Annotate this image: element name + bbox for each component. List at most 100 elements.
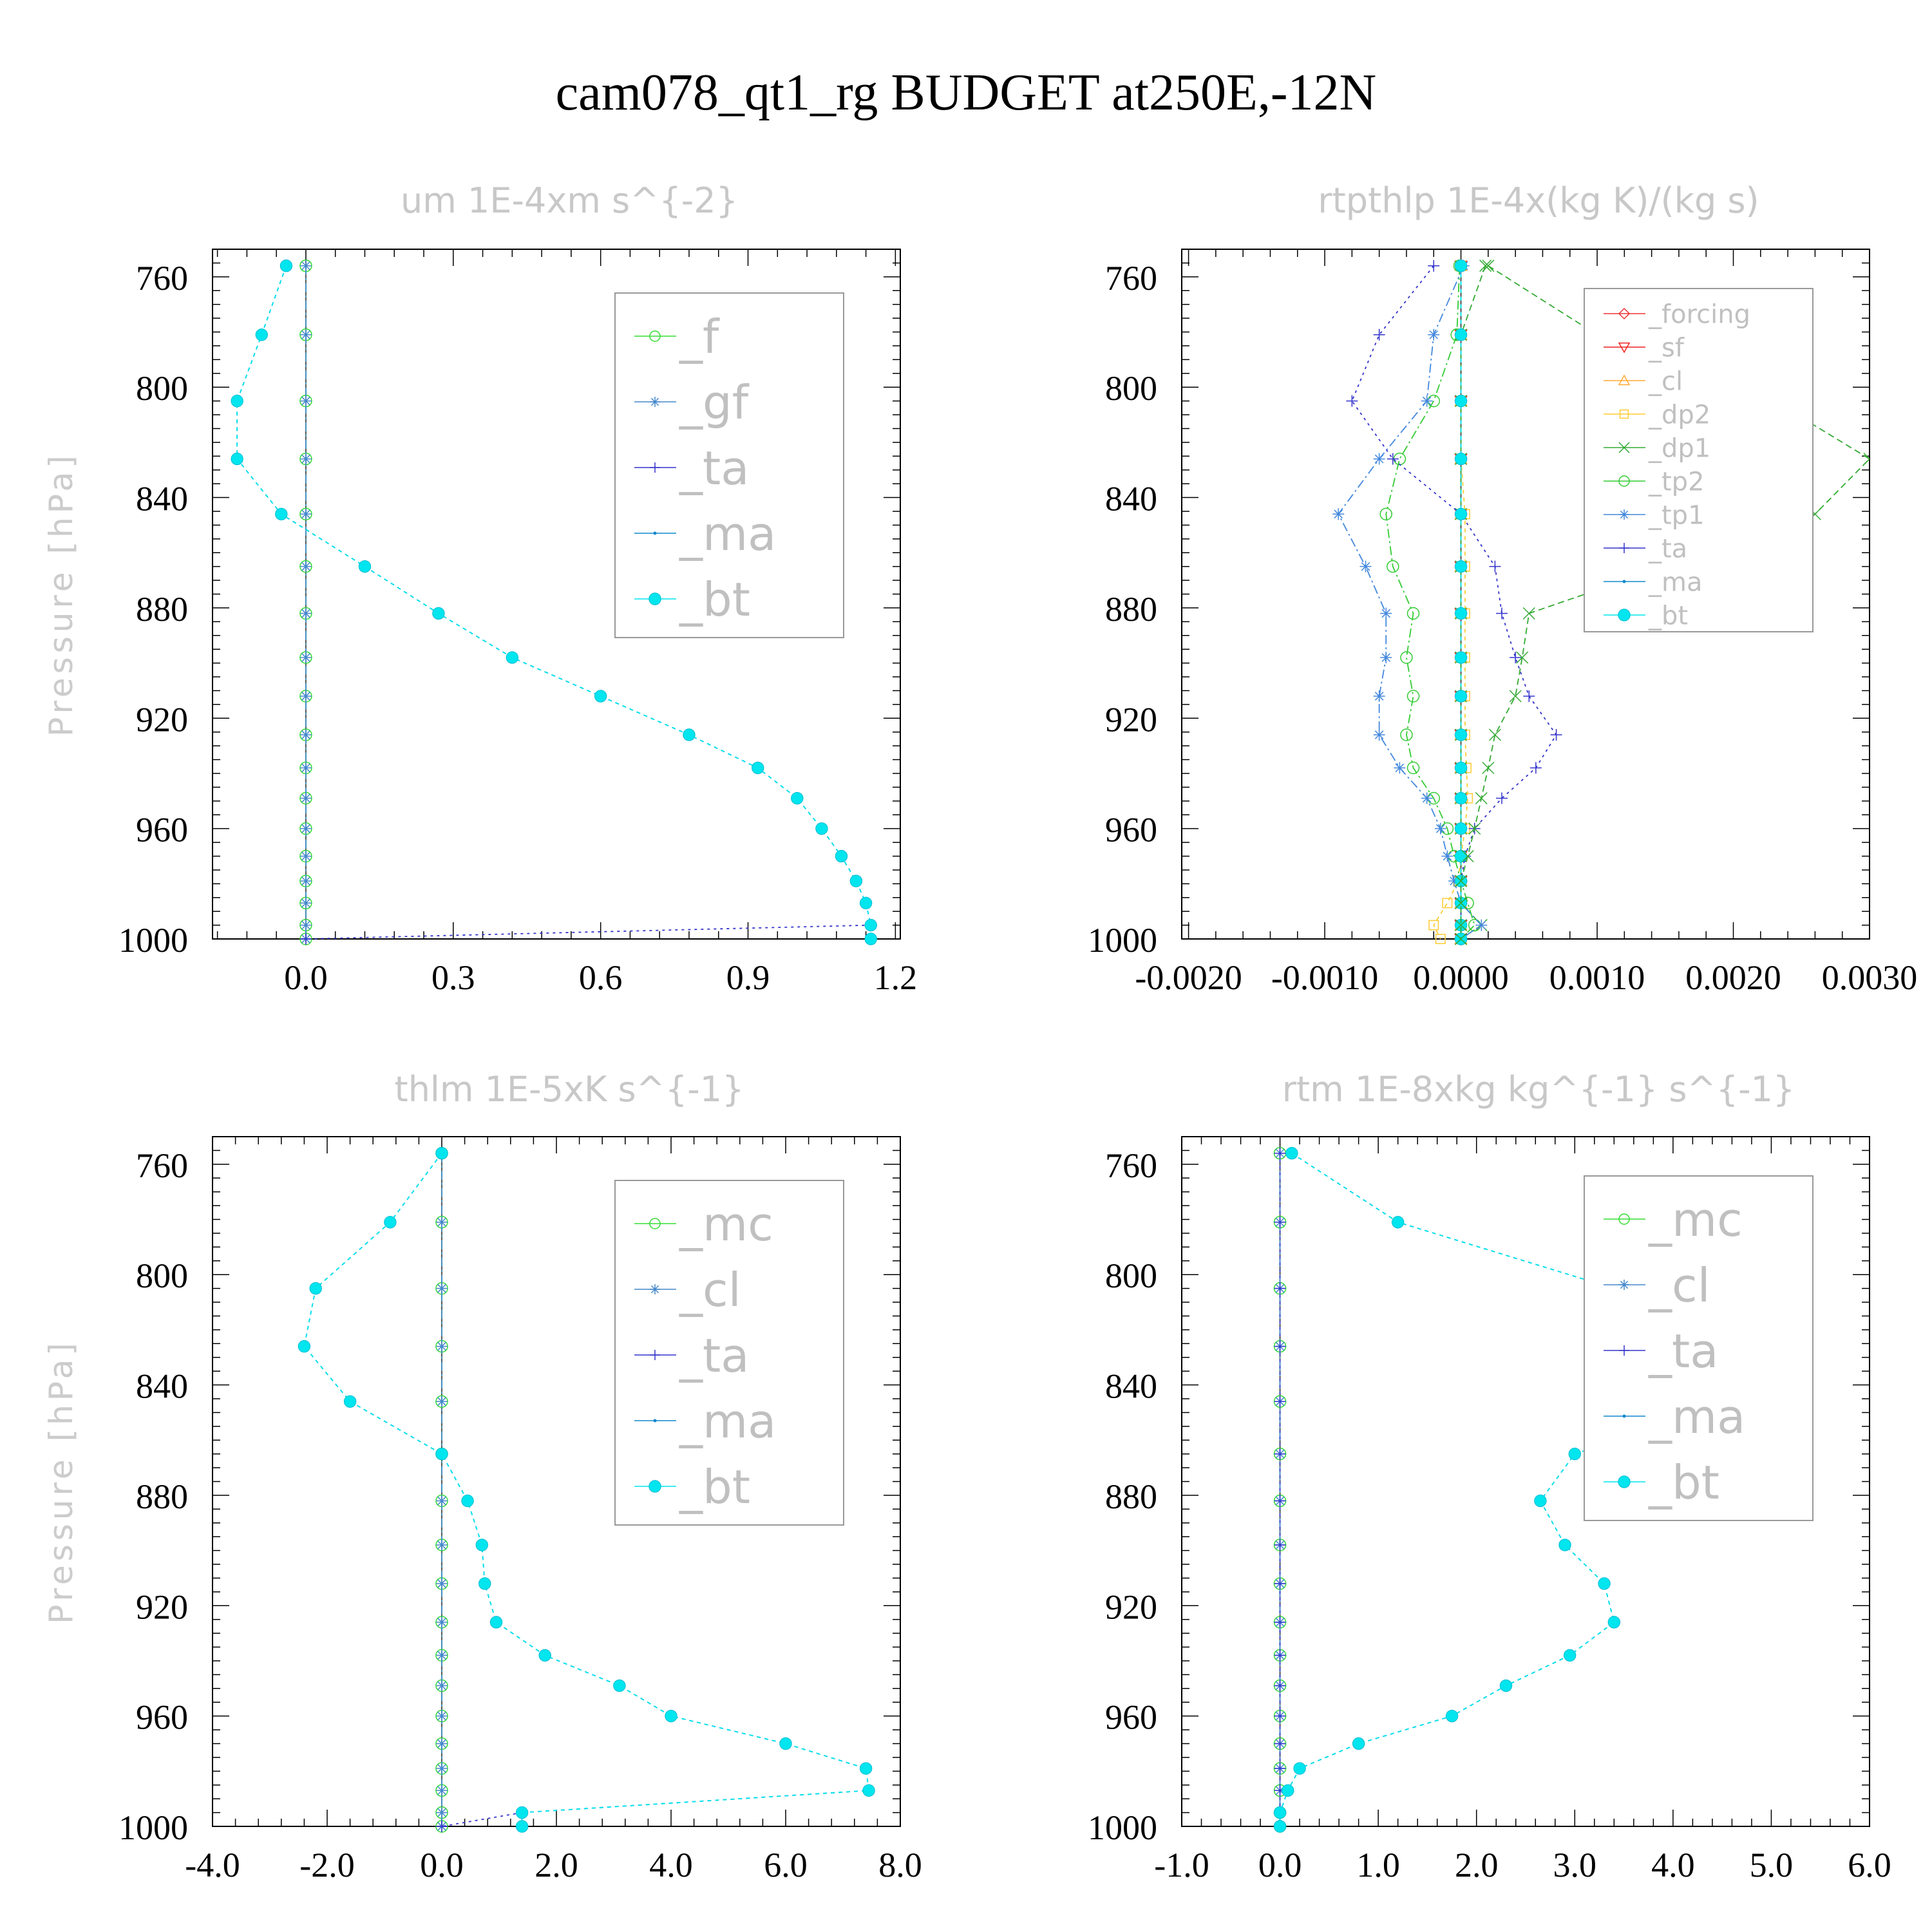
marker-filled-circle xyxy=(791,791,804,805)
marker-filled-circle xyxy=(298,1340,311,1353)
marker-x xyxy=(1455,933,1468,945)
y-tick-label: 840 xyxy=(136,1367,188,1406)
marker-x xyxy=(1618,442,1630,453)
x-tick-label: 6.0 xyxy=(1848,1846,1891,1884)
marker-plus xyxy=(1274,1649,1286,1662)
legend-item: _bt xyxy=(1604,1455,1719,1510)
marker-plus xyxy=(1274,1738,1286,1750)
x-tick-label: 0.3 xyxy=(431,958,475,997)
marker-star xyxy=(1380,652,1392,664)
marker-filled-circle xyxy=(649,1480,661,1493)
x-tick-label: 8.0 xyxy=(878,1846,922,1884)
legend-label: _tp1 xyxy=(1648,500,1705,530)
marker-plus xyxy=(1274,1539,1286,1551)
marker-filled-circle xyxy=(1282,1784,1294,1797)
series-line-ta xyxy=(305,924,871,940)
marker-star xyxy=(299,607,312,620)
marker-filled-circle xyxy=(1618,609,1631,621)
legend-label: _cl xyxy=(1648,1258,1710,1312)
marker-circle xyxy=(1406,607,1420,620)
marker-plus xyxy=(1619,1345,1629,1356)
marker-dot xyxy=(653,531,657,535)
y-tick-label: 880 xyxy=(136,590,188,629)
legend-label: _bt xyxy=(1648,601,1688,630)
legend-item: _bt xyxy=(634,1460,750,1514)
legend-item: _tp2 xyxy=(1604,467,1705,497)
marker-filled-circle xyxy=(435,1147,448,1160)
series-group xyxy=(231,259,877,945)
marker-filled-circle xyxy=(538,1649,551,1662)
marker-star xyxy=(650,1284,660,1294)
marker-x xyxy=(1516,651,1529,664)
marker-star xyxy=(1619,509,1629,520)
marker-plus xyxy=(1373,328,1385,341)
marker-filled-circle xyxy=(1598,1577,1611,1590)
marker-dot xyxy=(653,1419,657,1423)
marker-star xyxy=(299,762,312,774)
legend-label: _bt xyxy=(679,1460,750,1514)
marker-filled-circle xyxy=(489,1616,503,1629)
y-tick-label: 760 xyxy=(136,1146,188,1185)
marker-plus xyxy=(299,933,312,945)
panel-title: thlm 1E-5xK s^{-1} xyxy=(395,1069,744,1110)
marker-x xyxy=(1482,761,1495,774)
marker-plus xyxy=(1523,690,1535,703)
y-tick-label: 840 xyxy=(1105,1367,1157,1406)
legend-item: _cl xyxy=(1604,366,1683,396)
y-tick-label: 880 xyxy=(1105,590,1157,629)
x-tick-label: -1.0 xyxy=(1154,1846,1209,1884)
x-tick-label: 0.9 xyxy=(726,958,770,997)
marker-circle xyxy=(1400,728,1413,741)
marker-filled-circle xyxy=(1454,651,1468,664)
marker-star xyxy=(299,897,312,909)
legend-item: _dp1 xyxy=(1604,433,1710,463)
marker-filled-circle xyxy=(849,875,863,887)
legend-item: _gf xyxy=(634,375,750,430)
marker-plus xyxy=(1387,453,1399,465)
marker-dot xyxy=(1622,580,1626,583)
marker-filled-circle xyxy=(1352,1737,1365,1750)
marker-filled-circle xyxy=(1445,1709,1459,1723)
marker-star xyxy=(299,652,312,664)
marker-filled-circle xyxy=(343,1395,357,1408)
marker-plus xyxy=(1274,1147,1286,1159)
chart-panel-1: um 1E-4xm s^{-2} Pressure [hPa] 760 800 840 8… xyxy=(43,180,917,997)
marker-star xyxy=(436,1680,448,1692)
marker-filled-circle xyxy=(835,849,848,863)
marker-filled-circle xyxy=(1273,1820,1287,1833)
y-tick-label: 1000 xyxy=(1088,921,1157,960)
series-group xyxy=(298,1146,875,1833)
marker-plus xyxy=(650,462,660,473)
legend-box xyxy=(1584,288,1814,632)
marker-filled-circle xyxy=(1454,260,1468,272)
marker-filled-circle xyxy=(1454,394,1468,408)
marker-filled-circle xyxy=(1534,1494,1547,1508)
legend-label: _cl xyxy=(679,1263,741,1317)
marker-square xyxy=(1435,934,1446,944)
y-tick-label: 800 xyxy=(136,369,188,408)
x-tick-label: 0.0000 xyxy=(1413,958,1509,997)
marker-plus xyxy=(1346,395,1358,407)
marker-filled-circle xyxy=(1454,791,1468,805)
y-tick-label: 800 xyxy=(136,1256,188,1295)
legend-label: _ma xyxy=(679,1394,776,1448)
marker-star xyxy=(1619,1280,1629,1290)
panels: um 1E-4xm s^{-2} Pressure [hPa] 760 800 840 8… xyxy=(43,180,1917,1884)
marker-star xyxy=(299,453,312,465)
legend-item: _ma xyxy=(1604,567,1702,597)
marker-filled-circle xyxy=(649,592,661,605)
marker-star xyxy=(1475,919,1488,931)
marker-filled-circle xyxy=(1454,452,1468,466)
x-tick-label: 0.0030 xyxy=(1822,958,1918,997)
marker-star xyxy=(436,1578,448,1590)
legend-label: _ta xyxy=(679,441,749,495)
y-tick-label: 1000 xyxy=(118,921,188,960)
legend-label: _ma xyxy=(1648,1390,1745,1444)
legend-box xyxy=(1584,1175,1814,1521)
x-tick-label: 2.0 xyxy=(535,1846,578,1884)
y-axis-label: Pressure [hPa] xyxy=(43,451,80,737)
marker-filled-circle xyxy=(1558,1539,1571,1551)
y-tick-label: 1000 xyxy=(118,1808,188,1847)
marker-plus xyxy=(1495,607,1508,620)
